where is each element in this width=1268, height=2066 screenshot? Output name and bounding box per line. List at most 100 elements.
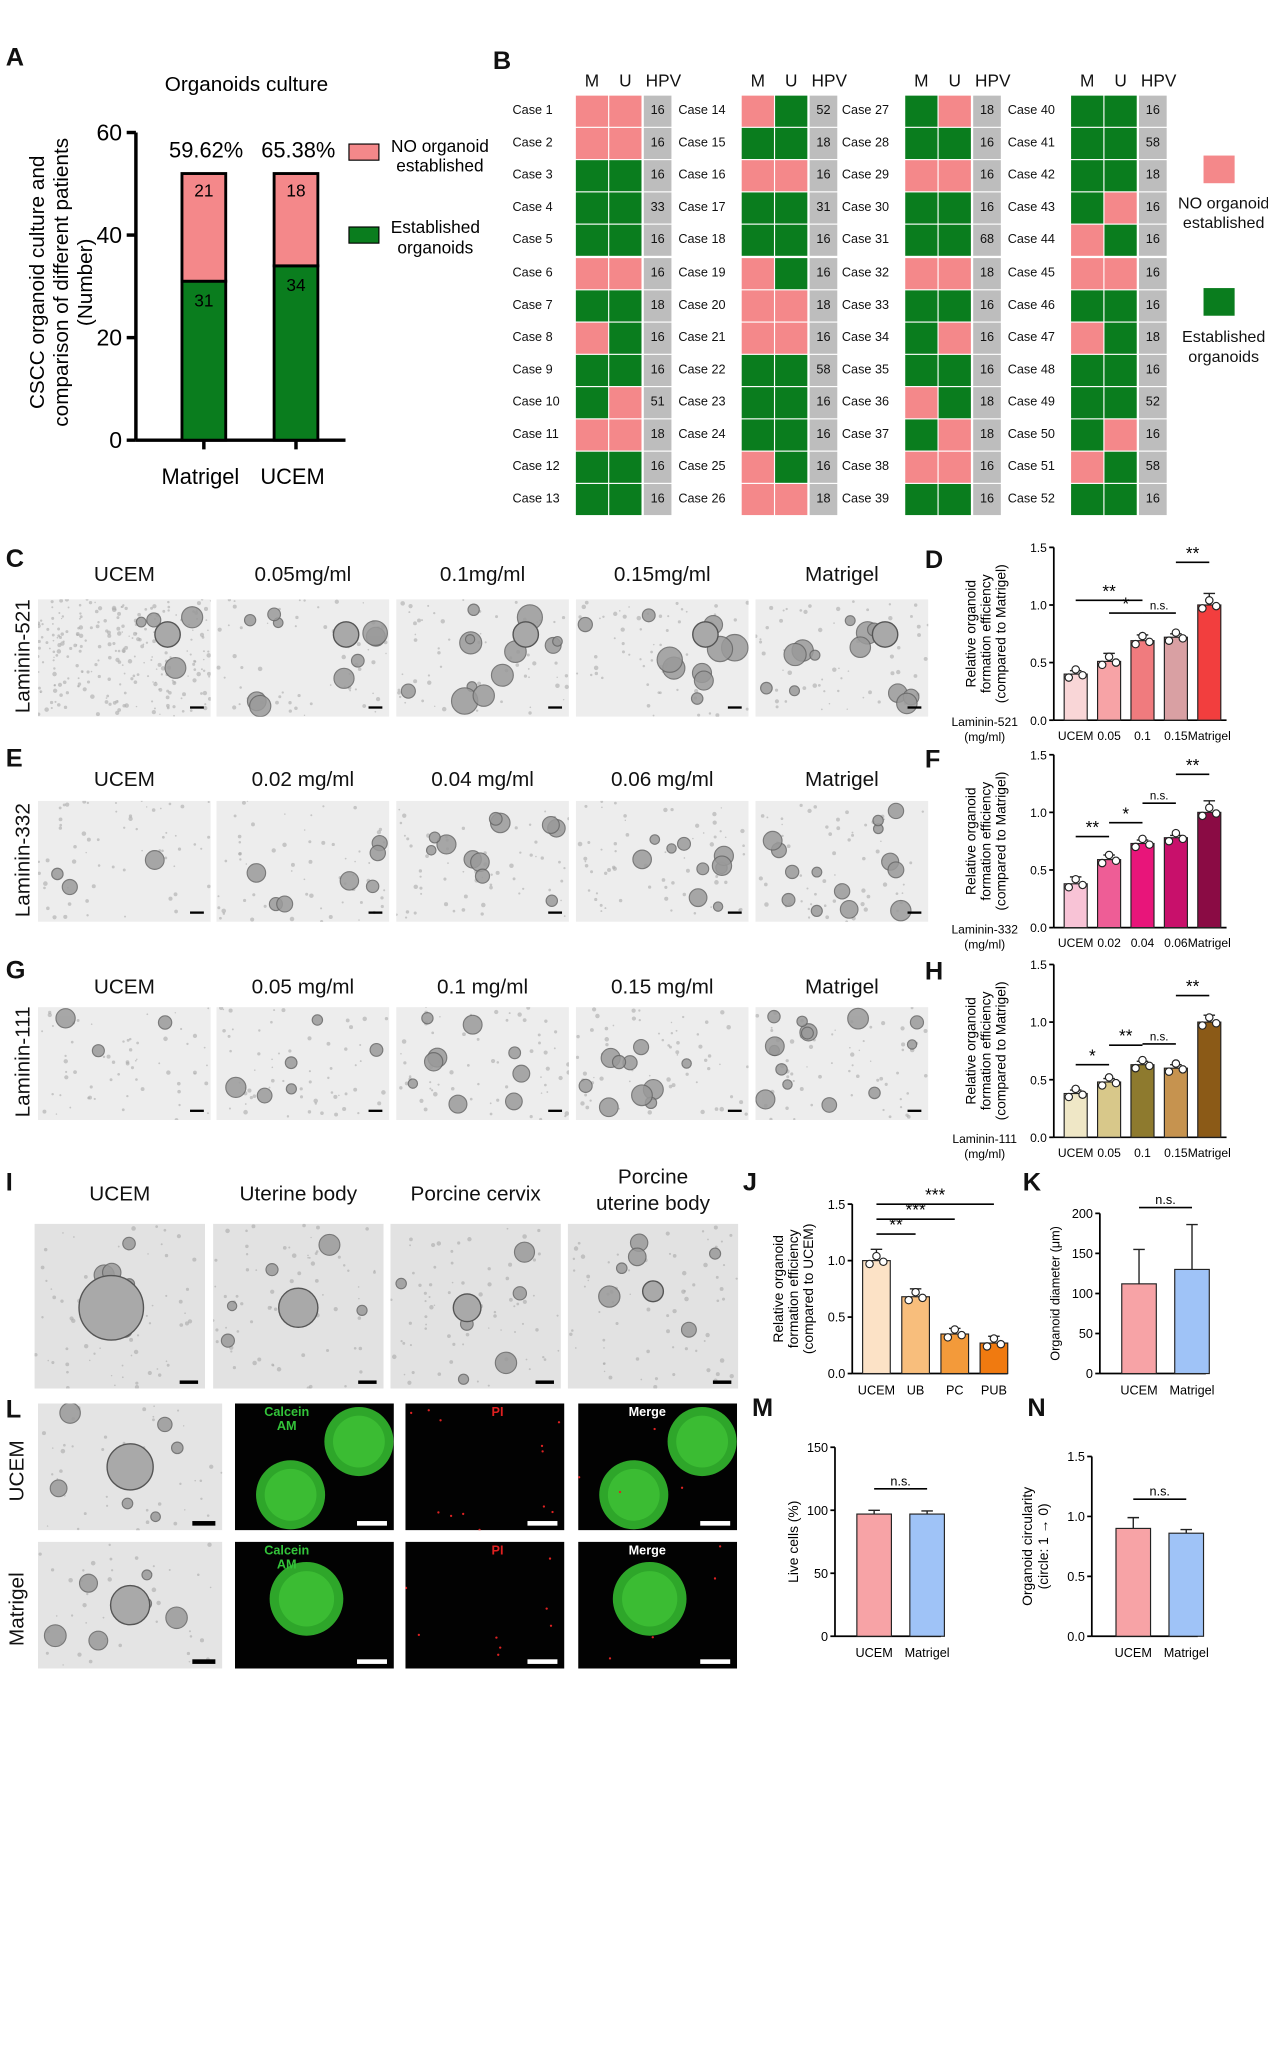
debris: [618, 610, 621, 612]
debris: [41, 1316, 44, 1319]
debris: [793, 1118, 796, 1121]
debris: [425, 1323, 428, 1326]
debris: [775, 705, 779, 709]
organoid: [849, 636, 872, 659]
pi-dot: [410, 1411, 413, 1415]
data-point: [1071, 1084, 1080, 1094]
debris: [648, 1074, 651, 1077]
data-point: [1097, 660, 1107, 670]
debris: [236, 1330, 240, 1333]
micrograph-3: [567, 1223, 739, 1389]
debris: [282, 842, 287, 848]
organoid: [362, 620, 388, 646]
debris: [161, 835, 165, 839]
cell-hpv: 58: [1139, 451, 1167, 483]
organoid: [135, 616, 147, 628]
column-title: UCEM: [93, 974, 155, 998]
debris: [64, 599, 69, 602]
panel-label-i: I: [5, 1167, 13, 1197]
debris: [881, 1021, 886, 1026]
debris: [373, 1270, 376, 1274]
y-axis-label-line: (Number): [74, 239, 97, 327]
debris: [182, 1425, 185, 1427]
debris: [327, 1076, 330, 1080]
organoid: [633, 1039, 650, 1056]
debris: [88, 1095, 92, 1100]
debris: [109, 1078, 113, 1082]
organoid: [711, 855, 733, 876]
bar: [1174, 1268, 1210, 1375]
debris: [430, 1089, 434, 1092]
y-tick-label: 1.0: [1030, 599, 1047, 613]
calcein-am-0: [234, 1403, 394, 1531]
debris: [47, 1359, 49, 1362]
debris: [180, 804, 185, 809]
debris: [600, 848, 603, 851]
debris: [192, 678, 197, 683]
debris: [540, 1092, 543, 1094]
debris: [396, 913, 398, 916]
debris: [101, 1448, 105, 1451]
cell-matrigel: [905, 451, 938, 483]
y-axis-label-line: Relative organoid: [962, 580, 978, 688]
debris: [199, 1479, 203, 1483]
cell-hpv: 16: [809, 322, 838, 354]
debris: [742, 853, 746, 856]
bar: [1163, 636, 1188, 721]
debris: [729, 1095, 734, 1099]
debris: [602, 1338, 606, 1342]
x-tick-label: 0.06: [1164, 936, 1188, 950]
debris: [38, 639, 41, 644]
cell-matrigel: [741, 257, 774, 289]
cell-hpv: 16: [973, 289, 1001, 322]
organoid: [577, 616, 593, 633]
debris: [105, 697, 108, 699]
debris: [614, 801, 617, 805]
row-side-label: Laminin-111: [10, 1006, 34, 1118]
debris: [111, 1060, 116, 1064]
debris: [489, 885, 493, 890]
debris: [310, 1236, 312, 1239]
debris: [390, 1298, 393, 1302]
organoid: [339, 871, 360, 891]
column-title: Porcine cervix: [410, 1182, 541, 1206]
debris: [153, 707, 156, 710]
debris: [447, 1291, 451, 1295]
debris: [359, 1370, 363, 1374]
debris: [209, 1464, 214, 1469]
debris: [114, 1384, 116, 1387]
cell-hpv: 68: [973, 225, 1001, 257]
cell-ucem: [775, 192, 808, 224]
debris: [668, 1045, 672, 1049]
debris: [50, 706, 53, 710]
debris: [695, 1349, 698, 1353]
debris: [573, 1246, 579, 1251]
scale-bar: [357, 1659, 387, 1664]
debris: [591, 1007, 597, 1012]
debris: [172, 680, 177, 686]
debris: [110, 1374, 113, 1377]
y-axis-label: CSCC organoid culture and comparison of d…: [26, 138, 97, 427]
debris: [682, 1015, 685, 1019]
cell-hpv: 16: [809, 451, 838, 483]
debris: [174, 909, 178, 914]
y-axis-label-line: formation efficiency: [785, 1229, 801, 1348]
y-axis-label-line: formation efficiency: [977, 574, 993, 693]
cell-ucem: [1104, 451, 1137, 483]
organoid: [788, 685, 801, 697]
organoid: [666, 843, 677, 854]
debris: [52, 659, 55, 662]
debris: [62, 803, 66, 807]
debris: [291, 1253, 297, 1258]
case-label: Case 40: [1007, 103, 1055, 118]
debris: [572, 1257, 576, 1261]
debris: [124, 645, 129, 650]
data-point: [1138, 834, 1147, 844]
debris: [222, 912, 226, 915]
debris: [646, 1349, 650, 1354]
debris: [121, 1108, 125, 1112]
case-label: Case 1: [512, 103, 553, 118]
debris: [247, 1088, 252, 1093]
x-tick-label: UCEM: [858, 1383, 895, 1397]
